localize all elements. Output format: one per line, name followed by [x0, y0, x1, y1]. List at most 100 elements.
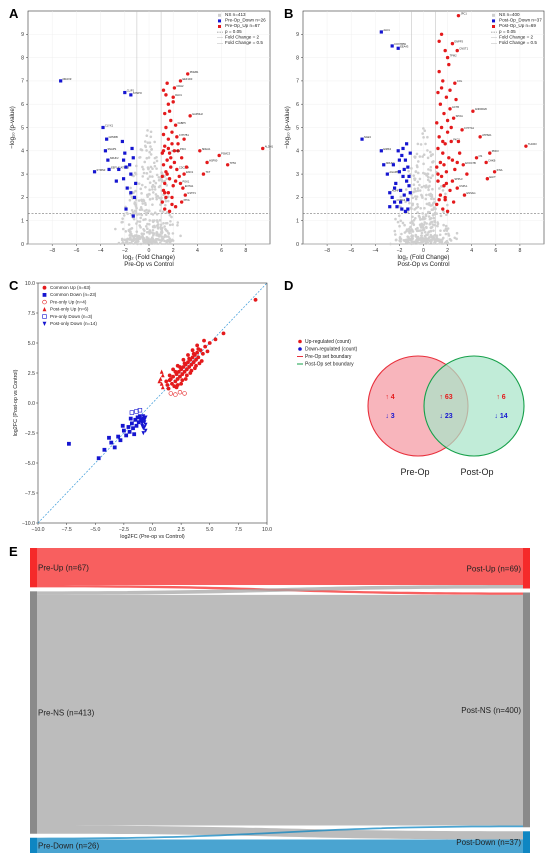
ns-point [428, 180, 432, 183]
common-down-point [118, 438, 123, 443]
gene-label: CYP7A1 [464, 126, 475, 130]
ns-point [132, 238, 136, 241]
up-point [445, 55, 450, 60]
down-point [123, 151, 127, 155]
ns-point [168, 223, 172, 227]
ns-point [150, 240, 154, 244]
down-point [129, 191, 133, 195]
common-up-point [180, 378, 185, 383]
ns-point [416, 205, 420, 209]
pre-only-up-point [168, 391, 174, 396]
ns-point [431, 153, 435, 156]
ns-point [429, 233, 433, 237]
common-down-point [132, 432, 137, 437]
chart-title: Pre-Op vs Control [124, 261, 174, 268]
common-up-point [194, 357, 198, 362]
pre-only-down-point [129, 410, 135, 415]
ns-point [151, 167, 154, 171]
ns-point [130, 241, 133, 245]
up-point [175, 167, 179, 172]
ns-point [413, 156, 417, 159]
ns-point [404, 188, 408, 191]
ns-point [446, 241, 450, 245]
ns-point [145, 156, 149, 160]
ns-point [394, 238, 398, 242]
ns-point [154, 193, 158, 196]
ns-point [151, 231, 155, 235]
x-tick-label: 7.5 [235, 527, 242, 533]
gene-label: COPA3 [397, 198, 406, 202]
down-point [401, 174, 405, 179]
left-node-ns [30, 591, 37, 834]
gene-label: ENTH1 [185, 184, 194, 188]
gene-label: THCR3 [528, 142, 537, 146]
y-tick-label: 1 [296, 219, 299, 225]
ns-point [156, 223, 160, 226]
ns-point [155, 156, 158, 159]
ns-point [412, 183, 416, 187]
ns-point [153, 211, 157, 215]
down-point [406, 165, 410, 169]
ns-point [419, 234, 423, 237]
flow-up-to-up [37, 548, 523, 585]
down-point [130, 146, 134, 151]
ns-point [455, 231, 459, 235]
up-point [445, 209, 450, 214]
ns-point [151, 203, 154, 206]
legend-label: Fold Change = 0.5 [499, 40, 537, 45]
up-point [445, 130, 450, 134]
ns-point [133, 201, 137, 204]
ns-point [401, 221, 405, 225]
ns-point [419, 218, 422, 221]
ns-point [161, 210, 165, 213]
common-down-point [126, 425, 131, 429]
ns-point [425, 193, 428, 197]
gene-label: CYP7B1 [179, 133, 190, 137]
ns-point [148, 141, 152, 144]
x-tick-label: −5.0 [90, 527, 100, 533]
up-point [198, 149, 202, 153]
up-point [453, 81, 457, 85]
down-point [397, 158, 401, 162]
y-tick-label: 2.5 [28, 371, 35, 377]
gene-label: COX7B59 [394, 42, 406, 46]
up-point [163, 144, 167, 148]
gene-label: ENSAG [466, 191, 475, 195]
ns-point [416, 237, 419, 240]
left-node-up [30, 548, 37, 588]
legend-label: Pre-Op set boundary [305, 354, 352, 360]
common-down-point [128, 416, 133, 421]
ns-point [425, 222, 428, 225]
common-up-point [199, 359, 204, 363]
ns-point [420, 194, 424, 198]
down-point [394, 181, 398, 186]
legend-label: Post-only Up (n=6) [50, 307, 89, 312]
post-only-down-point [142, 417, 147, 423]
common-up-point [187, 356, 192, 361]
up-point [447, 62, 451, 67]
ns-point [411, 196, 415, 200]
ns-point [158, 241, 162, 245]
ns-point [135, 164, 138, 168]
ns-point [438, 242, 441, 245]
legend-marker [492, 25, 495, 28]
legend-label: Pre-only Up (n=4) [50, 299, 87, 304]
up-point [169, 118, 173, 123]
ns-point [406, 238, 410, 241]
post-only-down-point [42, 321, 47, 326]
y-tick-label: 4 [296, 149, 299, 155]
ns-point [421, 155, 424, 158]
up-point [179, 200, 184, 204]
ns-point [146, 166, 150, 169]
ns-point [433, 219, 436, 223]
ns-point [426, 178, 430, 182]
y-tick-label: 6 [296, 102, 299, 108]
ns-point [428, 201, 431, 205]
x-tick-label: 4 [470, 248, 473, 254]
ns-point [130, 239, 134, 243]
up-point [160, 200, 165, 204]
ns-point [156, 225, 160, 229]
ns-point [128, 198, 132, 202]
ns-point [176, 221, 180, 224]
up-point [448, 107, 452, 111]
